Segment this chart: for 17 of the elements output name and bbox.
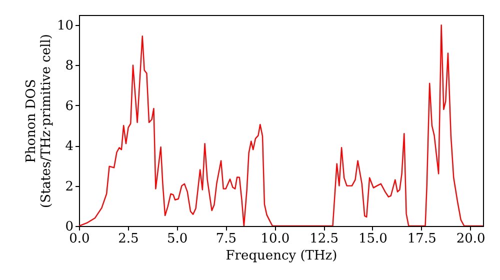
x-axis-title: Frequency (THz): [226, 248, 338, 264]
line-series: [79, 24, 483, 226]
x-tick-label: 17.5: [407, 232, 436, 246]
x-tick-label: 20.0: [456, 232, 486, 246]
y-tick-label: 10: [56, 18, 74, 34]
x-tick-label: 10.0: [260, 232, 290, 246]
x-tick-label: 12.5: [310, 232, 339, 246]
y-tick-label: 6: [65, 98, 74, 114]
x-tick-label: 0.0: [69, 232, 90, 246]
y-axis-title: Phonon DOS (States/THz·primitive cell): [24, 34, 54, 208]
y-tick-label: 8: [65, 58, 74, 74]
x-tick-label: 7.5: [216, 232, 237, 246]
x-tick-label: 5.0: [166, 232, 188, 246]
x-tick-label: 15.0: [358, 232, 388, 246]
y-tick-label: 4: [65, 139, 74, 154]
y-tick-label: 2: [65, 179, 74, 194]
x-tick-label: 2.5: [118, 232, 139, 246]
